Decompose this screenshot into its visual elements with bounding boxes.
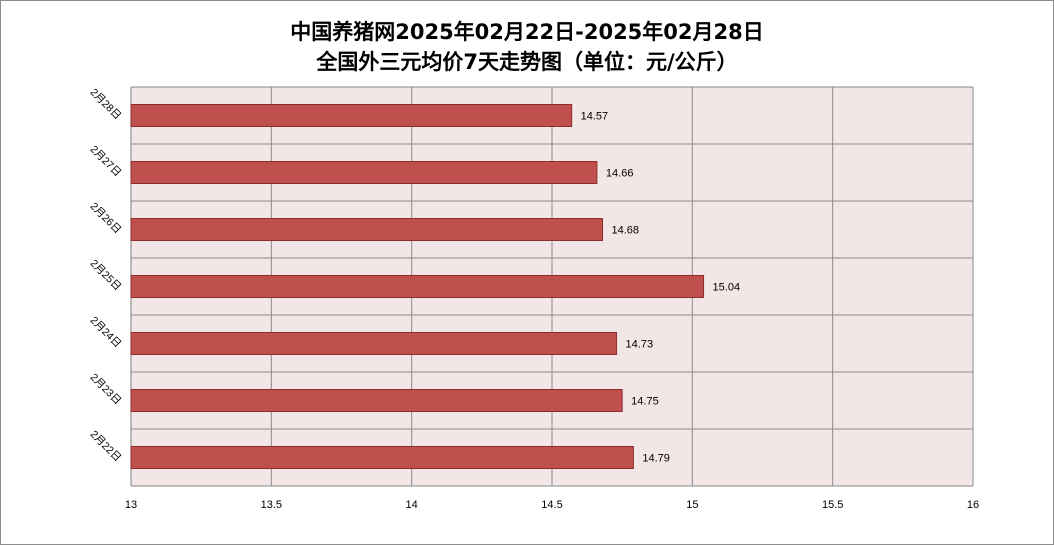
data-label: 15.04 [713, 282, 741, 294]
y-tick-label: 2月26日 [88, 200, 124, 236]
data-label: 14.75 [631, 396, 659, 408]
chart-subtitle: 全国外三元均价7天走势图（单位：元/公斤） [316, 50, 738, 74]
y-tick-label: 2月23日 [88, 371, 124, 407]
y-tick-label: 2月27日 [88, 143, 124, 179]
y-tick-label: 2月25日 [88, 257, 124, 293]
bar [130, 332, 618, 355]
x-tick-label: 16 [967, 499, 979, 511]
bar [130, 218, 604, 241]
bar [130, 275, 705, 298]
data-label: 14.79 [642, 453, 670, 465]
x-tick-label: 13.5 [261, 499, 282, 511]
bar [130, 446, 634, 469]
data-label: 14.73 [626, 339, 654, 351]
y-tick-label: 2月24日 [88, 314, 124, 350]
x-tick-label: 13 [125, 499, 137, 511]
data-label: 14.66 [606, 168, 634, 180]
bar [130, 104, 573, 127]
x-tick-label: 15.5 [822, 499, 843, 511]
data-label: 14.68 [612, 225, 640, 237]
y-tick-label: 2月28日 [88, 86, 124, 122]
x-tick-label: 14.5 [541, 499, 562, 511]
x-tick-label: 14 [406, 499, 418, 511]
y-tick-label: 2月22日 [88, 428, 124, 464]
bar [130, 389, 623, 412]
bar [130, 161, 598, 184]
x-tick-label: 15 [686, 499, 698, 511]
chart-title: 中国养猪网2025年02月22日-2025年02月28日 [290, 20, 764, 44]
data-label: 14.57 [581, 111, 609, 123]
